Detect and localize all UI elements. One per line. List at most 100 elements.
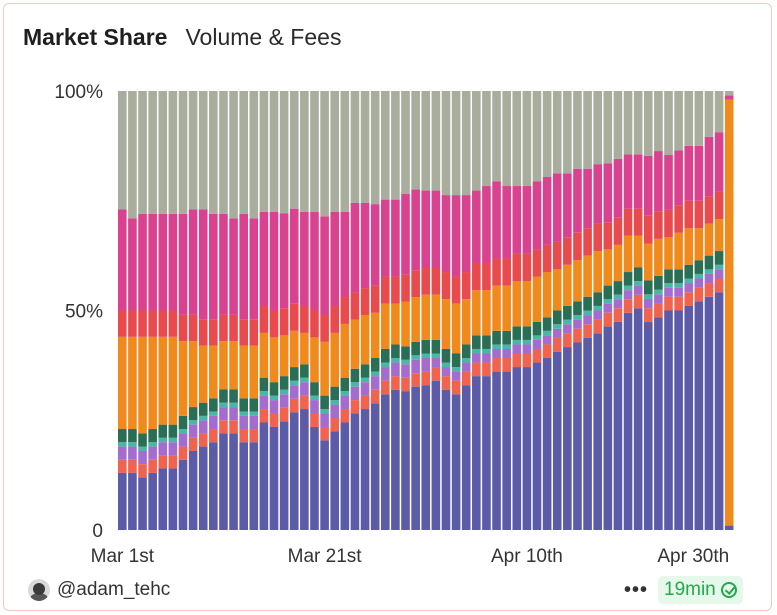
bar-segment [320, 426, 329, 441]
bar-segment [188, 314, 198, 342]
bar-segment [148, 310, 157, 337]
bar-segment [128, 336, 137, 430]
author-link[interactable]: @adam_tehc [28, 579, 170, 601]
bar-segment [633, 294, 643, 309]
chart-footer: @adam_tehc ••• 19min [28, 576, 758, 606]
bar-segment [128, 472, 137, 530]
bar-segment [158, 455, 168, 469]
refresh-badge[interactable]: 19min [658, 576, 743, 604]
bar-segment [714, 251, 724, 265]
bar-segment [593, 333, 602, 530]
chart-header: Market Share Volume & Fees [23, 24, 341, 51]
x-tick-label: Apr 30th [657, 546, 729, 567]
bar-segment [188, 424, 198, 438]
bar-segment [188, 420, 198, 425]
bar-segment [118, 472, 127, 530]
bar-segment [370, 389, 380, 404]
bar-segment [664, 155, 673, 210]
bar-segment [623, 91, 633, 155]
bar-segment [380, 199, 390, 277]
bar-segment [370, 376, 380, 390]
bar-segment [461, 385, 471, 530]
bar-segment [532, 339, 542, 349]
more-options-button[interactable]: ••• [624, 579, 649, 601]
bar-segment [431, 380, 441, 530]
bar-segment [694, 278, 704, 288]
bar-segment [138, 433, 147, 447]
bar-segment [451, 380, 461, 395]
bar-segment [209, 411, 218, 416]
bar-segment [623, 272, 633, 286]
y-tick-label: 50% [65, 302, 103, 323]
bar-segment [259, 395, 269, 410]
bar-segment [623, 299, 633, 313]
bar-segment [168, 455, 178, 469]
bar-segment [198, 402, 208, 416]
bar-segment [178, 446, 188, 460]
bar-segment [148, 472, 157, 530]
bar-segment [704, 223, 714, 256]
bar-segment [370, 358, 380, 372]
bar-segment [269, 337, 279, 383]
bar-segment [502, 358, 511, 372]
bar-segment [593, 91, 602, 165]
bar-segment [128, 310, 137, 337]
bar-segment [552, 337, 562, 352]
bar-segment [178, 213, 188, 315]
bar-segment [694, 145, 704, 201]
bar-segment [401, 346, 410, 360]
bar-segment [664, 91, 673, 156]
bar-segment [633, 154, 643, 209]
bar-segment [370, 204, 380, 286]
bar-segment [684, 264, 694, 279]
bar-segment [542, 330, 552, 336]
bar-segment [148, 442, 157, 447]
bar-segment [461, 195, 471, 273]
bar-segment [401, 194, 410, 275]
bar-segment [674, 205, 683, 233]
bar-segment [158, 468, 168, 530]
bar-segment [310, 91, 319, 212]
bar-segment [674, 296, 683, 311]
bar-segment [300, 306, 309, 333]
bar-segment [269, 211, 279, 311]
bar-segment [532, 348, 542, 363]
bar-segment [593, 164, 602, 224]
bar-segment [219, 433, 228, 530]
bar-segment [441, 195, 451, 273]
bar-segment [633, 235, 643, 268]
bar-segment [118, 91, 127, 210]
bar-segment [148, 459, 157, 473]
bar-segment [563, 173, 572, 238]
bar-segment [492, 371, 501, 530]
bar-segment [704, 196, 714, 224]
bar-segment [411, 359, 420, 374]
bar-segment [401, 359, 410, 365]
bar-segment [461, 299, 471, 345]
bar-segment [289, 380, 299, 386]
bar-segment [694, 287, 704, 302]
bar-segment [492, 358, 501, 372]
bar-segment [279, 335, 289, 377]
bar-segment [330, 332, 340, 387]
bar-segment [249, 345, 259, 399]
bar-segment [684, 292, 694, 306]
bar-segment [482, 335, 491, 349]
bar-segment [623, 235, 633, 273]
bar-segment [512, 344, 522, 354]
bar-segment [472, 290, 481, 336]
bar-segment [502, 348, 511, 359]
bar-segment [401, 364, 410, 378]
bar-segment [269, 310, 279, 338]
bar-segment [239, 319, 248, 346]
bar-segment [168, 91, 178, 214]
tab-volume-fees[interactable]: Volume & Fees [185, 24, 342, 50]
bar-segment [259, 422, 269, 530]
bar-segment [360, 377, 370, 383]
bar-segment [643, 308, 653, 323]
bar-segment [583, 315, 592, 325]
bar-segment [431, 339, 441, 354]
bar-segment [623, 312, 633, 530]
bar-segment [532, 181, 542, 250]
bar-segment [391, 199, 400, 277]
